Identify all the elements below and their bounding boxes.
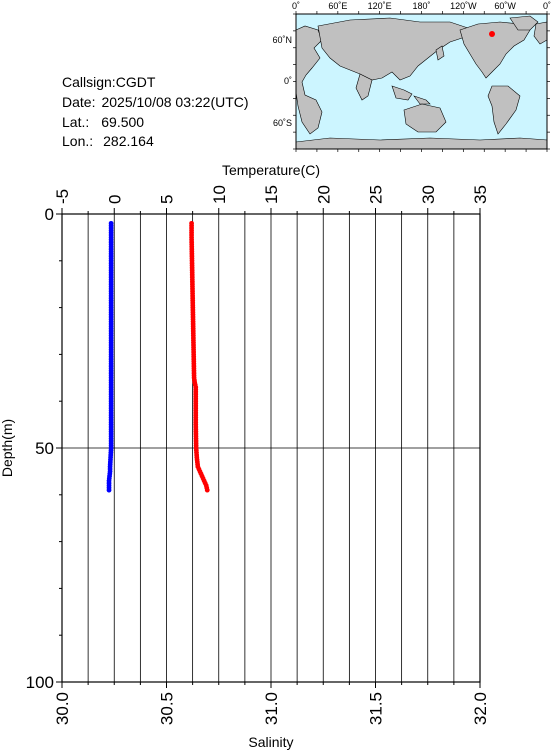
salinity-point <box>204 487 210 493</box>
map-longitude-label: 60˚E <box>328 1 347 11</box>
map-longitude-label: 60˚W <box>494 1 516 11</box>
station-info: Callsign:CGDT Date: 2025/10/08 03:22(UTC)… <box>62 74 249 149</box>
map-latitude-label: 0˚ <box>284 76 292 86</box>
map-ticks <box>293 11 550 152</box>
station-marker <box>489 31 495 37</box>
temperature-axis-label: Temperature(C) <box>222 162 320 178</box>
date-line: Date: 2025/10/08 03:22(UTC) <box>62 94 249 110</box>
temperature-tick-label: 35 <box>471 185 490 204</box>
temperature-tick-label: 20 <box>314 185 333 204</box>
map-land <box>295 15 548 150</box>
salinity-axis-label: Salinity <box>248 734 293 750</box>
map-longitude-label: 0˚ <box>543 1 551 11</box>
map-longitude-label: 0˚ <box>292 1 300 11</box>
map-left-labels: 60˚N 0˚ 60˚S <box>272 35 292 128</box>
salinity-tick-label: 31.5 <box>367 692 386 725</box>
salinity-tick-label: 30.0 <box>53 692 72 725</box>
temperature-axis-ticks: -5 0 5 10 15 20 25 30 35 <box>53 185 490 214</box>
temperature-tick-label: -5 <box>53 189 72 204</box>
salinity-tick-label: 31.0 <box>262 692 281 725</box>
salinity-series <box>189 220 210 493</box>
map-latitude-label: 60˚N <box>272 35 292 45</box>
temperature-point <box>106 487 112 493</box>
temperature-series <box>106 220 114 493</box>
temperature-tick-label: 15 <box>262 185 281 204</box>
salinity-axis-ticks: 30.0 30.5 31.0 31.5 32.0 <box>53 682 490 725</box>
temperature-tick-label: 10 <box>210 185 229 204</box>
depth-tick-label: 100 <box>26 673 54 692</box>
temperature-tick-label: 25 <box>367 185 386 204</box>
depth-axis-label: Depth(m) <box>0 419 15 477</box>
depth-tick-label: 0 <box>45 205 54 224</box>
profile-plot: -5 0 5 10 15 20 25 30 35 30.0 30.5 31.0 31.5 32.0 05… <box>0 162 490 750</box>
map-longitude-label: 120˚E <box>368 1 392 11</box>
temperature-tick-label: 30 <box>419 185 438 204</box>
map-longitude-label: 180˚ <box>412 1 430 11</box>
lat-line: Lat.: 69.500 <box>62 114 144 130</box>
map-longitude-label: 120˚W <box>450 1 477 11</box>
plot-grid <box>62 214 480 682</box>
lon-line: Lon.: 282.164 <box>62 133 154 149</box>
temperature-tick-label: 0 <box>105 195 124 204</box>
world-map: 0˚ 60˚E 120˚E 180˚ 120˚W 60˚W 0˚ 60˚N 0˚ 60˚S <box>272 1 551 152</box>
callsign-line: Callsign:CGDT <box>62 74 156 90</box>
depth-tick-label: 50 <box>35 439 54 458</box>
salinity-tick-label: 30.5 <box>158 692 177 725</box>
depth-axis-ticks: 0 50 100 <box>26 205 62 692</box>
map-top-labels: 0˚ 60˚E 120˚E 180˚ 120˚W 60˚W 0˚ <box>292 1 551 11</box>
map-latitude-label: 60˚S <box>273 118 292 128</box>
salinity-tick-label: 32.0 <box>471 692 490 725</box>
temperature-tick-label: 5 <box>158 195 177 204</box>
